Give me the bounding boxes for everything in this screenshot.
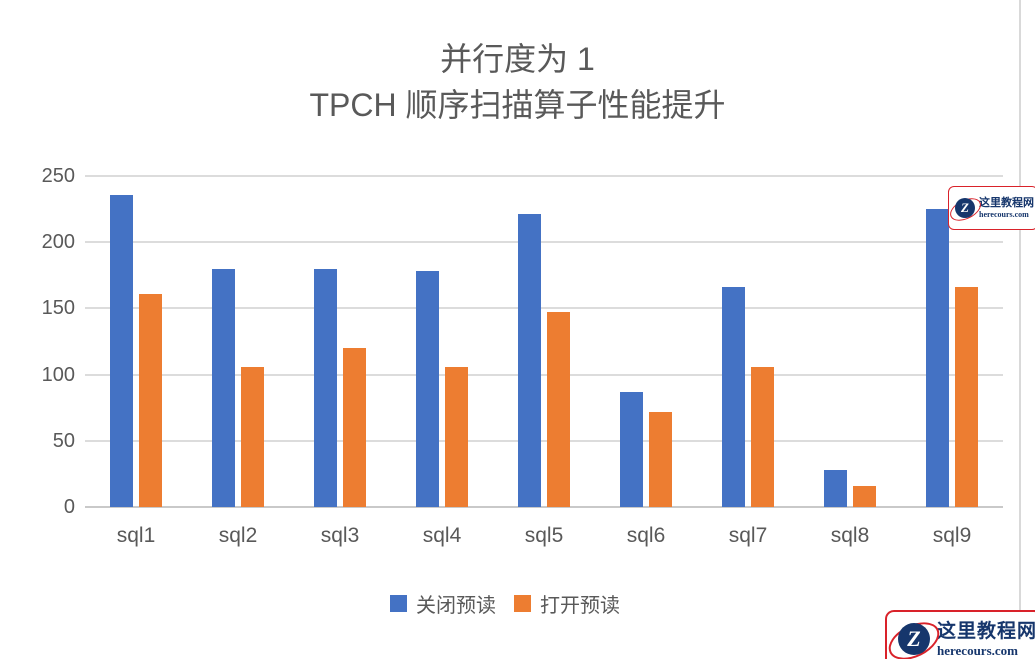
bar-关闭预读-sql2 [212, 268, 235, 507]
legend-swatch-icon [390, 595, 407, 612]
legend-label: 打开预读 [540, 595, 620, 617]
watermark-subtitle: herecours.com [979, 209, 1029, 219]
x-tick-label: sql9 [932, 524, 972, 547]
bar-打开预读-sql6 [649, 411, 672, 507]
legend: 关闭预读 打开预读 [0, 589, 1010, 618]
watermark-logo: Z [882, 614, 946, 659]
gridline [85, 241, 1003, 244]
bar-关闭预读-sql5 [518, 214, 541, 507]
x-tick-label: sql3 [320, 524, 360, 547]
x-tick-label: sql4 [422, 524, 462, 547]
chart-title: 并行度为 1 TPCH 顺序扫描算子性能提升 [0, 36, 1035, 128]
x-tick-label: sql8 [830, 524, 870, 547]
y-tick-label: 250 [41, 165, 75, 187]
chart-title-line1: 并行度为 1 [440, 41, 595, 77]
z-logo-icon: Z [955, 198, 975, 218]
x-tick-label: sql5 [524, 524, 564, 547]
bar-打开预读-sql1 [139, 293, 162, 507]
bar-关闭预读-sql9 [926, 209, 949, 507]
bar-关闭预读-sql6 [620, 391, 643, 507]
watermark-subtitle: herecours.com [937, 643, 1018, 658]
bar-打开预读-sql2 [241, 366, 264, 507]
bar-打开预读-sql9 [955, 287, 978, 507]
watermark-logo: Z [946, 193, 984, 225]
bar-打开预读-sql3 [343, 348, 366, 507]
bar-打开预读-sql7 [751, 366, 774, 507]
bar-关闭预读-sql7 [722, 287, 745, 507]
gridline [85, 175, 1003, 177]
gridline [85, 439, 1003, 442]
bar-打开预读-sql4 [445, 366, 468, 507]
watermark-title: 这里教程网 [937, 621, 1035, 642]
chart-right-border [1019, 0, 1021, 659]
watermark-bottom-right: Z 这里教程网 herecours.com [882, 610, 1035, 659]
y-tick-label: 50 [52, 429, 75, 452]
bar-关闭预读-sql3 [314, 268, 337, 507]
bar-打开预读-sql5 [547, 312, 570, 507]
bar-关闭预读-sql8 [824, 469, 847, 507]
legend-swatch-icon [514, 595, 531, 612]
y-tick-label: 150 [41, 297, 75, 320]
gridline [85, 373, 1003, 376]
gridline [85, 307, 1003, 310]
y-tick-label: 100 [41, 363, 75, 386]
bar-关闭预读-sql4 [416, 271, 439, 507]
x-tick-label: sql1 [116, 524, 156, 547]
x-tick-label: sql6 [626, 524, 666, 547]
bar-打开预读-sql8 [853, 485, 876, 507]
y-tick-label: 200 [41, 231, 75, 254]
watermark-top-right: Z 这里教程网 herecours.com [946, 186, 1035, 230]
watermark-title: 这里教程网 [979, 196, 1034, 209]
x-axis-line [85, 506, 1003, 508]
x-tick-label: sql2 [218, 524, 258, 547]
legend-item: 打开预读 [514, 589, 620, 618]
z-logo-icon: Z [898, 623, 930, 655]
x-tick-label: sql7 [728, 524, 768, 547]
chart-title-line2: TPCH 顺序扫描算子性能提升 [309, 87, 726, 123]
legend-item: 关闭预读 [390, 589, 496, 618]
bar-关闭预读-sql1 [110, 194, 133, 507]
legend-label: 关闭预读 [416, 595, 496, 617]
y-tick-label: 0 [63, 496, 75, 518]
